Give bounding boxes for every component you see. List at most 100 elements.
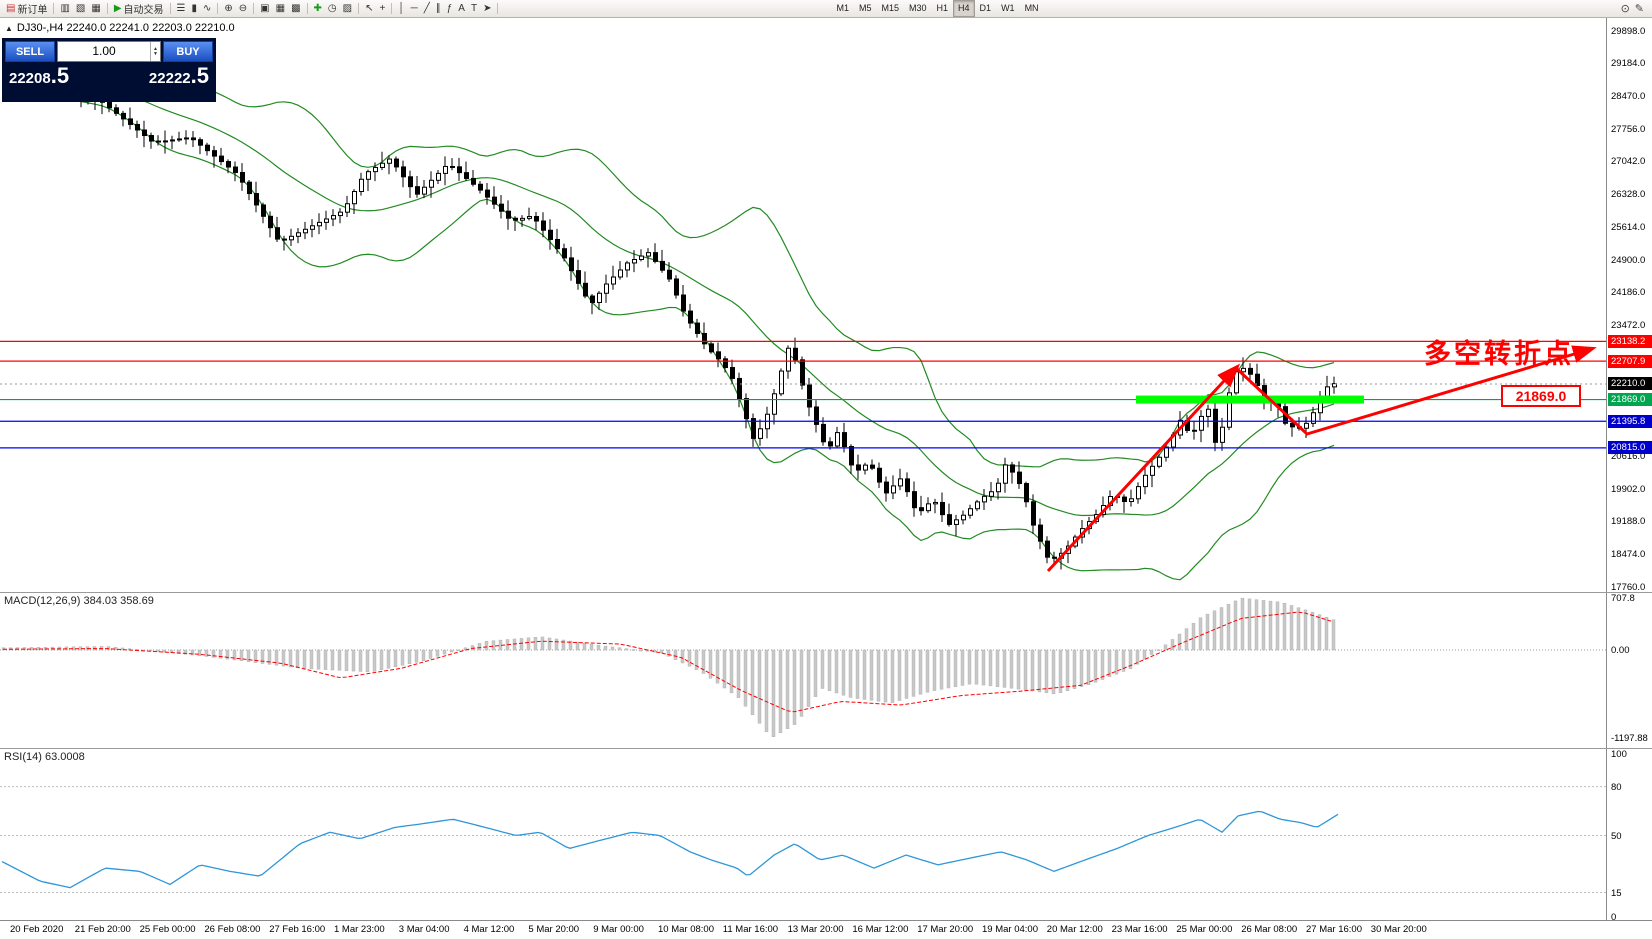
chart-title: ▲ DJ30-,H4 22240.0 22241.0 22203.0 22210… — [5, 22, 235, 34]
timeframe-h1[interactable]: H1 — [936, 3, 949, 13]
toolbar-separator — [106, 3, 108, 14]
rsi-scale-label: 80 — [1611, 781, 1622, 793]
indicators-icon: ✚ — [313, 2, 322, 14]
price-scale-label: 27042.0 — [1611, 156, 1646, 168]
time-axis[interactable]: 20 Feb 2020 21 Feb 20:00 25 Feb 00:00 26 Fe… — [0, 920, 1652, 939]
rsi-scale-label: 0 — [1611, 912, 1617, 923]
macd-pane[interactable] — [0, 592, 1606, 748]
zoom-out-icon: ⊖ — [238, 2, 248, 14]
timeframe-m30[interactable]: M30 — [909, 3, 927, 13]
market-watch-icon[interactable]: ▥ — [57, 1, 72, 17]
volume-stepper[interactable]: 1.00 ▲ ▼ — [57, 41, 161, 62]
new-chart-icon[interactable]: ▣ — [257, 1, 272, 17]
timeframe-d1[interactable]: D1 — [979, 3, 992, 13]
chart-ohlc-title: DJ30-,H4 22240.0 22241.0 22203.0 22210.0 — [16, 22, 235, 34]
macd-scale-label: 707.8 — [1611, 593, 1635, 604]
time-axis-label: 9 Mar 00:00 — [593, 924, 644, 935]
templates-icon[interactable]: ▨ — [340, 1, 355, 17]
main-chart-pane[interactable] — [0, 18, 1606, 592]
terminal-icon[interactable]: ▦ — [88, 1, 103, 17]
price-scale-label: 19902.0 — [1611, 483, 1646, 495]
navigator-icon[interactable]: ▧ — [73, 1, 88, 17]
top-toolbar: ▤ 新订单 ▥ ▧ ▦ ▶ 自动交易 ☰ ▮ ∿ ⊕ ⊖ ▣ ▦ ▩ ✚ ◷ ▨ ↖ + │ ─ ╱ ∥ ƒ A T ➤ M1 M5 M15… — [0, 0, 1652, 18]
volume-up-icon[interactable]: ▲ — [153, 45, 158, 52]
fibonacci-icon: ƒ — [446, 2, 453, 14]
candlestick-icon: ▮ — [191, 2, 197, 14]
tile-windows-icon: ▦ — [275, 2, 286, 14]
line-chart-icon[interactable]: ∿ — [200, 1, 214, 17]
cursor-icon: ↖ — [365, 2, 374, 14]
price-scale-label: 29184.0 — [1611, 58, 1646, 70]
panel-collapse-icon[interactable]: ▲ — [5, 23, 13, 33]
candlestick-icon[interactable]: ▮ — [188, 1, 200, 17]
toolbar-separator — [358, 3, 360, 14]
zoom-out-icon[interactable]: ⊖ — [236, 1, 250, 17]
new-order-icon: ▤ — [6, 2, 16, 14]
timeframe-m1[interactable]: M1 — [836, 3, 849, 13]
cascade-windows-icon[interactable]: ▩ — [288, 1, 303, 17]
search-icon[interactable]: ⊙ — [1620, 3, 1630, 15]
level-price-label: 21869.0 — [1501, 385, 1581, 407]
pane-separator[interactable] — [0, 592, 1652, 593]
time-axis-label: 26 Mar 08:00 — [1241, 924, 1298, 935]
time-axis-label: 20 Mar 12:00 — [1046, 924, 1103, 935]
rsi-canvas[interactable] — [0, 748, 1606, 920]
price-scale[interactable]: 29898.0 29184.0 28470.0 27756.0 27042.0 26328… — [1606, 18, 1652, 923]
crosshair-icon[interactable]: + — [377, 1, 389, 17]
rsi-scale-label: 100 — [1611, 749, 1627, 760]
macd-canvas[interactable] — [0, 592, 1606, 748]
pane-separator[interactable] — [0, 748, 1652, 749]
periods-icon[interactable]: ◷ — [325, 1, 340, 17]
time-axis-label: 16 Mar 12:00 — [852, 924, 909, 935]
macd-scale-label: 0.00 — [1611, 645, 1630, 656]
time-axis-label: 25 Mar 00:00 — [1176, 924, 1233, 935]
time-axis-label: 1 Mar 23:00 — [334, 924, 385, 935]
volume-down-icon[interactable]: ▼ — [153, 50, 158, 57]
toolbar-separator — [53, 3, 55, 14]
crosshair-icon: + — [379, 2, 386, 14]
time-axis-label: 27 Feb 16:00 — [269, 924, 326, 935]
autotrading-button[interactable]: ▶ 自动交易 — [111, 1, 167, 17]
new-order-button-label: 新订单 — [17, 5, 48, 16]
volume-value[interactable]: 1.00 — [92, 44, 116, 58]
timeframe-h4[interactable]: H4 — [953, 0, 975, 17]
time-axis-label: 19 Mar 04:00 — [982, 924, 1038, 935]
timeframe-mn[interactable]: MN — [1024, 3, 1039, 13]
time-axis-label: 4 Mar 12:00 — [463, 924, 515, 935]
vertical-line-icon: │ — [398, 2, 405, 14]
channel-icon[interactable]: ∥ — [433, 1, 444, 17]
fibonacci-icon[interactable]: ƒ — [444, 1, 456, 17]
price-scale-label: 28470.0 — [1611, 91, 1646, 103]
volume-spinner-arrows[interactable]: ▲ ▼ — [150, 42, 160, 61]
timeframe-m15[interactable]: M15 — [881, 3, 899, 13]
vertical-line-icon[interactable]: │ — [395, 1, 407, 17]
sell-price: 22208.5 — [9, 63, 70, 88]
main-chart-canvas[interactable] — [0, 18, 1606, 592]
pencil-icon[interactable]: ✎ — [1634, 3, 1644, 15]
one-click-trading-panel: SELL 1.00 ▲ ▼ BUY 22208.5 22222.5 — [2, 38, 216, 102]
trendline-icon[interactable]: ╱ — [421, 1, 433, 17]
bar-chart-icon[interactable]: ☰ — [174, 1, 189, 17]
rsi-pane[interactable] — [0, 748, 1606, 920]
arrows-icon[interactable]: ➤ — [480, 1, 494, 17]
sell-button[interactable]: SELL — [5, 41, 55, 62]
text-icon[interactable]: A — [455, 1, 468, 17]
timeframe-m5[interactable]: M5 — [858, 3, 872, 13]
label-icon[interactable]: T — [468, 1, 480, 17]
horizontal-line-icon[interactable]: ─ — [408, 1, 421, 17]
indicators-icon[interactable]: ✚ — [311, 1, 325, 17]
zoom-in-icon[interactable]: ⊕ — [221, 1, 235, 17]
trendline-icon: ╱ — [423, 2, 430, 14]
new-order-button[interactable]: ▤ 新订单 — [3, 1, 50, 17]
navigator-icon: ▧ — [75, 2, 86, 14]
turning-point-annotation: 多空转折点 — [1424, 339, 1574, 369]
toolbar-separator — [497, 3, 499, 14]
templates-icon: ▨ — [342, 2, 353, 14]
toolbar-separator — [217, 3, 219, 14]
tile-windows-icon[interactable]: ▦ — [273, 1, 288, 17]
price-badge: 21395.8 — [1608, 414, 1652, 428]
buy-button[interactable]: BUY — [163, 41, 213, 62]
buy-price: 22222.5 — [148, 63, 209, 88]
timeframe-w1[interactable]: W1 — [1001, 3, 1015, 13]
cursor-icon[interactable]: ↖ — [362, 1, 376, 17]
